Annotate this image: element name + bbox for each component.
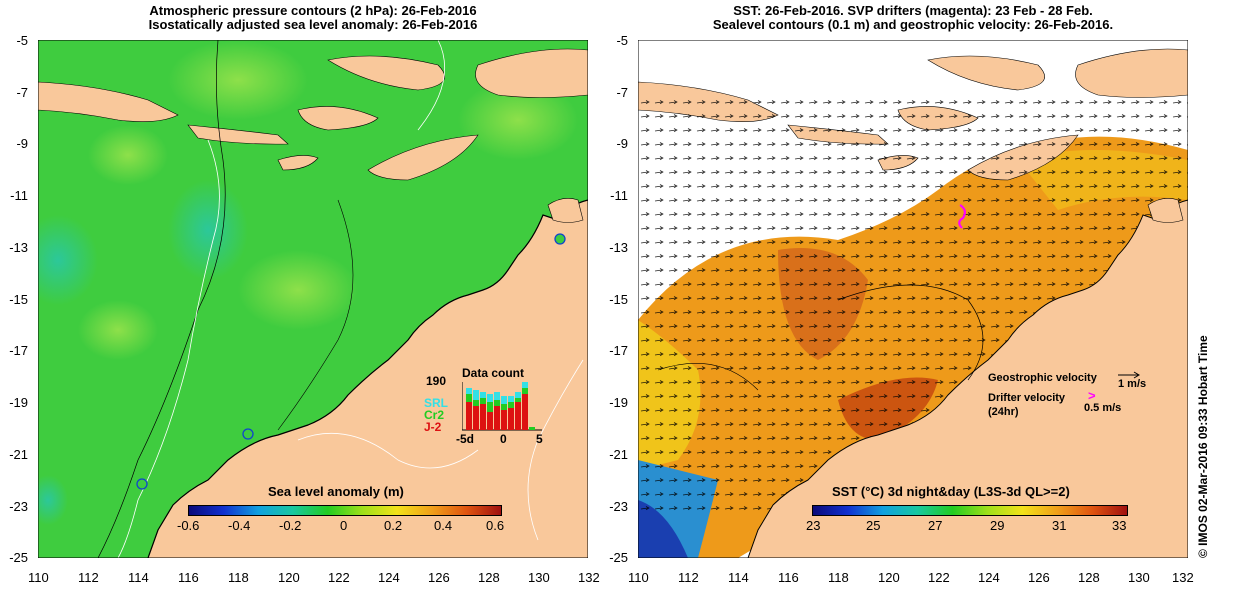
x-tick: 116 — [778, 570, 799, 585]
y-tick: -17 — [609, 343, 628, 358]
x-tick: 116 — [178, 570, 199, 585]
x-tick: 122 — [928, 570, 950, 585]
inset-xtick: -5d — [456, 432, 474, 446]
x-tick: 120 — [278, 570, 300, 585]
inset-xtick: 5 — [536, 432, 543, 446]
y-tick: -17 — [9, 343, 28, 358]
y-tick: -25 — [609, 550, 628, 565]
cbar-tick: 25 — [866, 518, 881, 533]
right-title-line2: Sealevel contours (0.1 m) and geostrophi… — [712, 17, 1114, 32]
tide-station-marker — [242, 428, 254, 440]
cbar-tick: -0.2 — [279, 518, 302, 533]
sst-colorbar — [812, 505, 1128, 516]
y-tick: -13 — [609, 240, 628, 255]
y-tick: -7 — [616, 85, 628, 100]
x-tick: 112 — [678, 570, 699, 585]
data-count-inset: Data count 190 SRL Cr2 J-2 -5d 0 5 — [420, 366, 550, 446]
y-tick: -25 — [9, 550, 28, 565]
sla-colorbar-title: Sea level anomaly (m) — [268, 484, 404, 499]
geostrophic-scale-arrow — [1118, 371, 1140, 379]
x-tick: 118 — [228, 570, 249, 585]
geostrophic-legend-label: Geostrophic velocity — [988, 372, 1097, 384]
x-tick: 128 — [478, 570, 500, 585]
inset-legend-srl: SRL — [424, 396, 448, 410]
cbar-tick: 33 — [1112, 518, 1127, 533]
inset-xtick: 0 — [500, 432, 507, 446]
x-tick: 132 — [1172, 570, 1194, 585]
cbar-tick: 29 — [990, 518, 1005, 533]
y-tick: -9 — [616, 136, 628, 151]
cbar-tick: 23 — [806, 518, 821, 533]
left-title-line1: Atmospheric pressure contours (2 hPa): 2… — [149, 3, 477, 18]
x-tick: 126 — [428, 570, 450, 585]
y-tick: -21 — [609, 447, 628, 462]
y-tick: -13 — [9, 240, 28, 255]
y-tick: -21 — [9, 447, 28, 462]
y-tick: -19 — [609, 395, 628, 410]
copyright-text: © IMOS 02-Mar-2016 09:33 Hobart Time — [1196, 335, 1210, 558]
y-tick: -7 — [16, 85, 28, 100]
cbar-tick: 31 — [1052, 518, 1067, 533]
cbar-tick: -0.4 — [228, 518, 251, 533]
y-tick: -15 — [609, 292, 628, 307]
cbar-tick: 0.4 — [434, 518, 453, 533]
x-tick: 112 — [78, 570, 99, 585]
inset-max-label: 190 — [426, 374, 447, 388]
inset-legend-j2: J-2 — [424, 420, 442, 434]
right-map — [638, 40, 1188, 558]
left-title-line2: Isostatically adjusted sea level anomaly… — [148, 17, 478, 32]
y-tick: -9 — [16, 136, 28, 151]
y-tick: -15 — [9, 292, 28, 307]
australia-landmass — [747, 199, 1188, 558]
inset-bars — [466, 382, 535, 430]
cbar-tick: 0.6 — [486, 518, 505, 533]
inset-legend-cr2: Cr2 — [424, 408, 445, 422]
x-tick: 114 — [128, 570, 149, 585]
drifter-legend-label: Drifter velocity — [988, 392, 1066, 404]
sst-colorbar-title: SST (°C) 3d night&day (L3S-3d QL>=2) — [832, 484, 1070, 499]
geostrophic-legend-scale: 1 m/s — [1118, 378, 1147, 390]
drifter-scale-arrow: > — [1088, 388, 1096, 403]
y-tick: -11 — [610, 188, 628, 203]
sla-colorbar — [188, 505, 502, 516]
x-tick: 124 — [378, 570, 400, 585]
x-tick: 120 — [878, 570, 900, 585]
y-tick: -19 — [9, 395, 28, 410]
x-tick: 122 — [328, 570, 350, 585]
cbar-tick: 0.2 — [384, 518, 403, 533]
x-tick: 110 — [28, 570, 49, 585]
cbar-tick: 27 — [928, 518, 943, 533]
x-tick: 128 — [1078, 570, 1100, 585]
left-map — [38, 40, 588, 558]
y-tick: -5 — [16, 33, 28, 48]
tide-station-marker — [136, 478, 148, 490]
cbar-tick: -0.6 — [177, 518, 200, 533]
x-tick: 124 — [978, 570, 1000, 585]
x-tick: 118 — [828, 570, 849, 585]
x-tick: 130 — [528, 570, 550, 585]
x-tick: 114 — [728, 570, 749, 585]
x-tick: 110 — [628, 570, 649, 585]
tide-station-marker — [554, 233, 566, 245]
inset-title: Data count — [462, 366, 525, 380]
y-tick: -5 — [616, 33, 628, 48]
x-tick: 130 — [1128, 570, 1150, 585]
x-tick: 132 — [578, 570, 600, 585]
y-tick: -11 — [10, 188, 28, 203]
svp-drifter-track — [958, 204, 967, 229]
drifter-legend-sub: (24hr) — [988, 406, 1019, 418]
right-title-line1: SST: 26-Feb-2016. SVP drifters (magenta)… — [733, 3, 1093, 18]
y-tick: -23 — [9, 499, 28, 514]
cbar-tick: 0 — [340, 518, 348, 533]
drifter-legend-scale: 0.5 m/s — [1084, 402, 1122, 414]
x-tick: 126 — [1028, 570, 1050, 585]
y-tick: -23 — [609, 499, 628, 514]
